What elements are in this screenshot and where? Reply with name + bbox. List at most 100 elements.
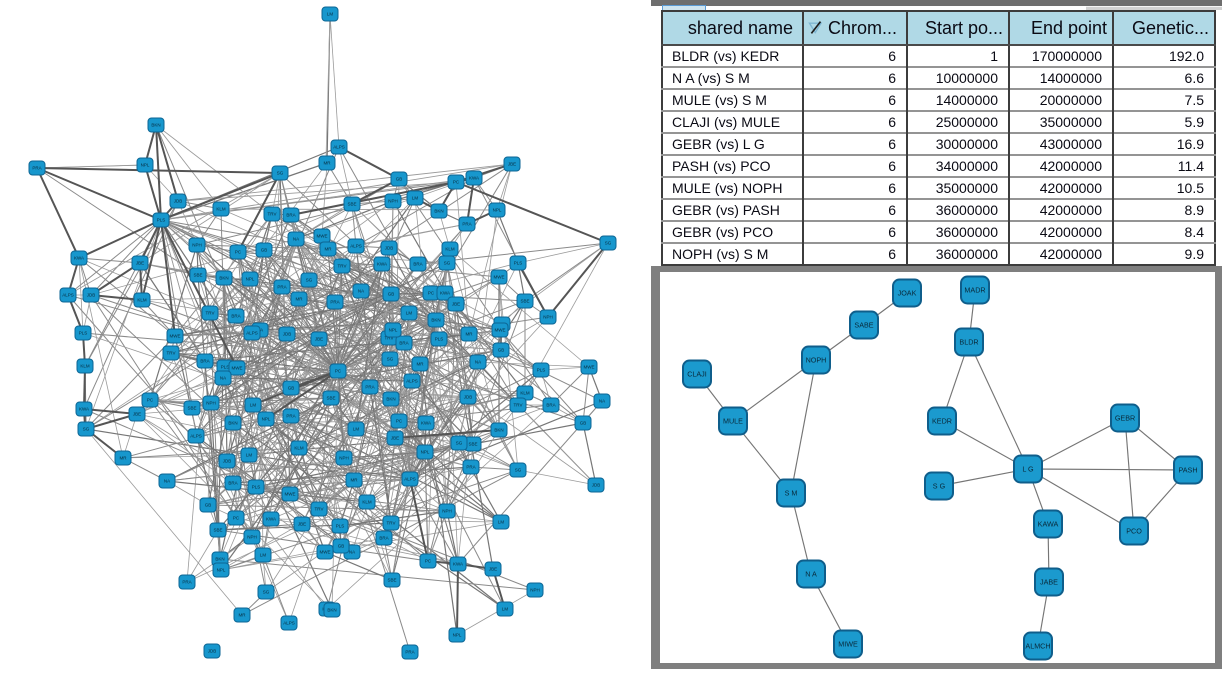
svg-text:NPL: NPL [262, 417, 271, 422]
svg-text:KWA: KWA [469, 176, 479, 181]
svg-text:MWE: MWE [170, 334, 181, 339]
svg-text:PRA: PRA [365, 385, 374, 390]
svg-text:GB: GB [396, 177, 403, 182]
svg-text:BRA: BRA [286, 213, 295, 218]
svg-text:BKN: BKN [219, 276, 228, 281]
svg-text:MWE: MWE [584, 365, 595, 370]
svg-text:NPH: NPH [530, 588, 540, 593]
svg-text:NPL: NPL [453, 633, 462, 638]
svg-text:JABE: JABE [1040, 578, 1058, 587]
svg-text:NOPH: NOPH [806, 356, 827, 365]
svg-text:PC: PC [147, 398, 154, 403]
svg-text:PCO: PCO [1126, 527, 1142, 536]
svg-text:BKN: BKN [327, 608, 336, 613]
svg-text:JDB: JDB [174, 199, 183, 204]
svg-text:PRA: PRA [277, 285, 286, 290]
svg-text:GB: GB [338, 544, 345, 549]
svg-text:SG: SG [605, 241, 612, 246]
svg-text:NA: NA [358, 289, 364, 294]
svg-text:SBE: SBE [347, 202, 356, 207]
svg-text:KEDR: KEDR [932, 417, 952, 426]
svg-text:NPL: NPL [389, 328, 398, 333]
svg-text:SBE: SBE [326, 396, 335, 401]
svg-text:NA: NA [293, 237, 299, 242]
svg-text:NPL: NPL [217, 568, 226, 573]
svg-text:PRA: PRA [330, 300, 339, 305]
svg-text:NPH: NPH [192, 243, 202, 248]
svg-text:TRV: TRV [268, 212, 277, 217]
svg-text:LM: LM [502, 607, 509, 612]
svg-text:LM: LM [412, 196, 419, 201]
svg-text:BRA: BRA [546, 403, 555, 408]
svg-text:KWA: KWA [74, 256, 84, 261]
svg-text:PLS: PLS [537, 368, 546, 373]
svg-text:KWA: KWA [421, 421, 431, 426]
svg-text:PLS: PLS [79, 331, 88, 336]
svg-text:MR: MR [239, 613, 247, 618]
svg-text:SBE: SBE [387, 578, 396, 583]
svg-text:GB: GB [388, 292, 395, 297]
svg-text:JDB: JDB [385, 246, 394, 251]
svg-text:KWA: KWA [377, 262, 387, 267]
svg-text:JBE: JBE [508, 162, 516, 167]
svg-text:PRA: PRA [462, 222, 471, 227]
svg-text:KLM: KLM [80, 364, 90, 369]
svg-text:JDB: JDB [283, 332, 292, 337]
svg-text:ALPS: ALPS [62, 293, 74, 298]
svg-text:MR: MR [120, 456, 128, 461]
svg-text:N A: N A [805, 570, 817, 579]
svg-text:MADR: MADR [964, 286, 985, 295]
svg-text:LM: LM [498, 520, 505, 525]
svg-text:NA: NA [599, 399, 605, 404]
svg-text:GEBR: GEBR [1115, 414, 1135, 423]
svg-text:ALPS: ALPS [350, 244, 362, 249]
svg-text:KLM: KLM [137, 298, 147, 303]
svg-text:BRA: BRA [413, 262, 422, 267]
svg-text:BKN: BKN [228, 421, 237, 426]
svg-text:NPH: NPH [442, 509, 452, 514]
svg-text:SG: SG [456, 441, 463, 446]
svg-text:MWE: MWE [317, 234, 328, 239]
svg-text:NPH: NPH [206, 401, 216, 406]
svg-text:JBE: JBE [489, 567, 497, 572]
svg-text:ALMCH: ALMCH [1025, 642, 1050, 651]
svg-text:NPL: NPL [246, 277, 255, 282]
svg-text:KWA: KWA [79, 407, 89, 412]
svg-text:JBE: JBE [136, 261, 144, 266]
svg-text:ALPS: ALPS [283, 621, 295, 626]
svg-text:NPL: NPL [141, 163, 150, 168]
svg-text:NPH: NPH [543, 315, 553, 320]
svg-text:JOAK: JOAK [898, 289, 917, 298]
svg-text:ALPS: ALPS [246, 331, 258, 336]
svg-text:PC: PC [233, 516, 240, 521]
svg-text:NPL: NPL [421, 450, 430, 455]
svg-text:NPL: NPL [493, 208, 502, 213]
svg-text:PLS: PLS [336, 524, 345, 529]
svg-text:PASH: PASH [1178, 466, 1197, 475]
svg-text:NA: NA [164, 479, 170, 484]
svg-text:BRA: BRA [379, 536, 388, 541]
svg-text:LM: LM [406, 311, 413, 316]
svg-text:PC: PC [396, 419, 403, 424]
svg-text:PC: PC [453, 180, 460, 185]
svg-text:SABE: SABE [854, 321, 873, 330]
svg-text:PC: PC [428, 291, 435, 296]
svg-text:ALPS: ALPS [404, 477, 416, 482]
svg-text:MR: MR [325, 247, 333, 252]
svg-text:PLS: PLS [514, 261, 523, 266]
svg-text:NPH: NPH [339, 456, 349, 461]
svg-text:JBE: JBE [315, 337, 323, 342]
svg-text:LM: LM [353, 427, 360, 432]
svg-text:JDB: JDB [464, 395, 473, 400]
svg-text:NA: NA [349, 550, 355, 555]
svg-text:KLM: KLM [520, 391, 530, 396]
svg-text:NPH: NPH [247, 535, 257, 540]
svg-text:TRV: TRV [514, 403, 523, 408]
svg-text:MIWE: MIWE [838, 640, 858, 649]
svg-text:PRA: PRA [405, 650, 414, 655]
svg-text:TRV: TRV [206, 311, 215, 316]
svg-text:TRV: TRV [338, 264, 347, 269]
svg-text:SBE: SBE [520, 299, 529, 304]
svg-text:L G: L G [1022, 465, 1034, 474]
svg-text:SG: SG [444, 261, 451, 266]
